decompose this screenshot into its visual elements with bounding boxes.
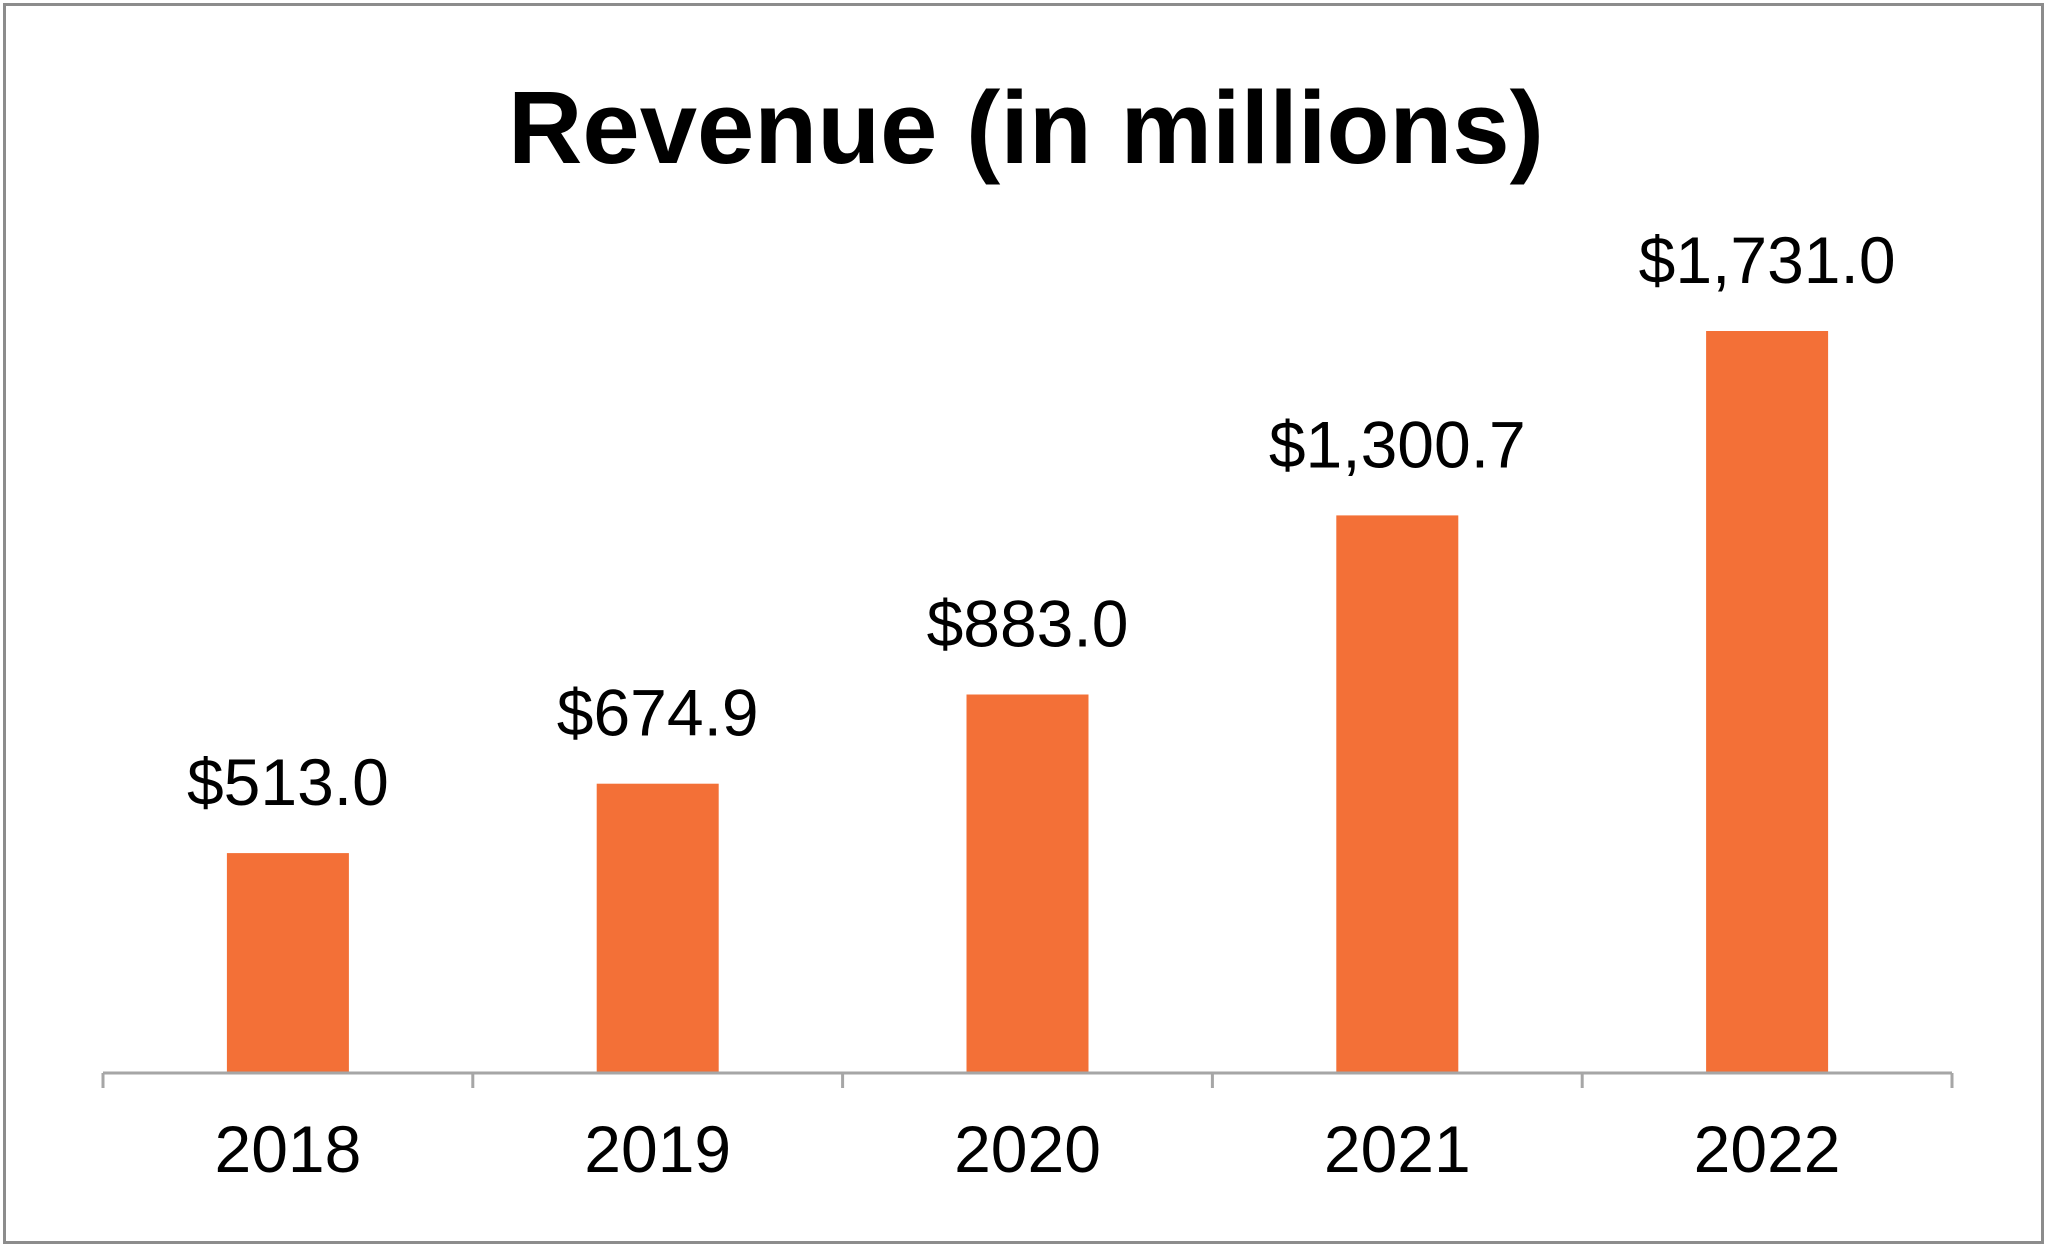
- x-tick-label-2019: 2019: [584, 1112, 731, 1186]
- bar-2022: [1706, 331, 1829, 1073]
- data-label-2021: $1,300.7: [1269, 407, 1526, 481]
- data-label-2018: $513.0: [187, 745, 389, 819]
- bar-2021: [1336, 515, 1459, 1073]
- data-labels-layer: $513.0 $674.9 $883.0 $1,300.7 $1,731.0: [187, 223, 1896, 819]
- x-tick-label-2020: 2020: [954, 1112, 1101, 1186]
- chart-frame: Revenue (in millions) $513.0 $674.9 $883.0…: [3, 3, 2044, 1244]
- chart-title: Revenue (in millions): [508, 70, 1544, 185]
- bar-2020: [966, 694, 1089, 1073]
- x-tick-label-2022: 2022: [1694, 1112, 1841, 1186]
- data-label-2019: $674.9: [557, 676, 759, 750]
- bar-chart: Revenue (in millions) $513.0 $674.9 $883.0…: [101, 70, 1954, 1186]
- bar-2018: [226, 853, 349, 1073]
- data-label-2022: $1,731.0: [1639, 223, 1896, 297]
- x-tick-label-2018: 2018: [214, 1112, 361, 1186]
- x-tick-label-2021: 2021: [1324, 1112, 1471, 1186]
- bar-2019: [596, 783, 719, 1073]
- bars-layer: [226, 331, 1829, 1073]
- x-axis: 2018 2019 2020 2021 2022: [101, 1071, 1954, 1186]
- data-label-2020: $883.0: [927, 587, 1129, 661]
